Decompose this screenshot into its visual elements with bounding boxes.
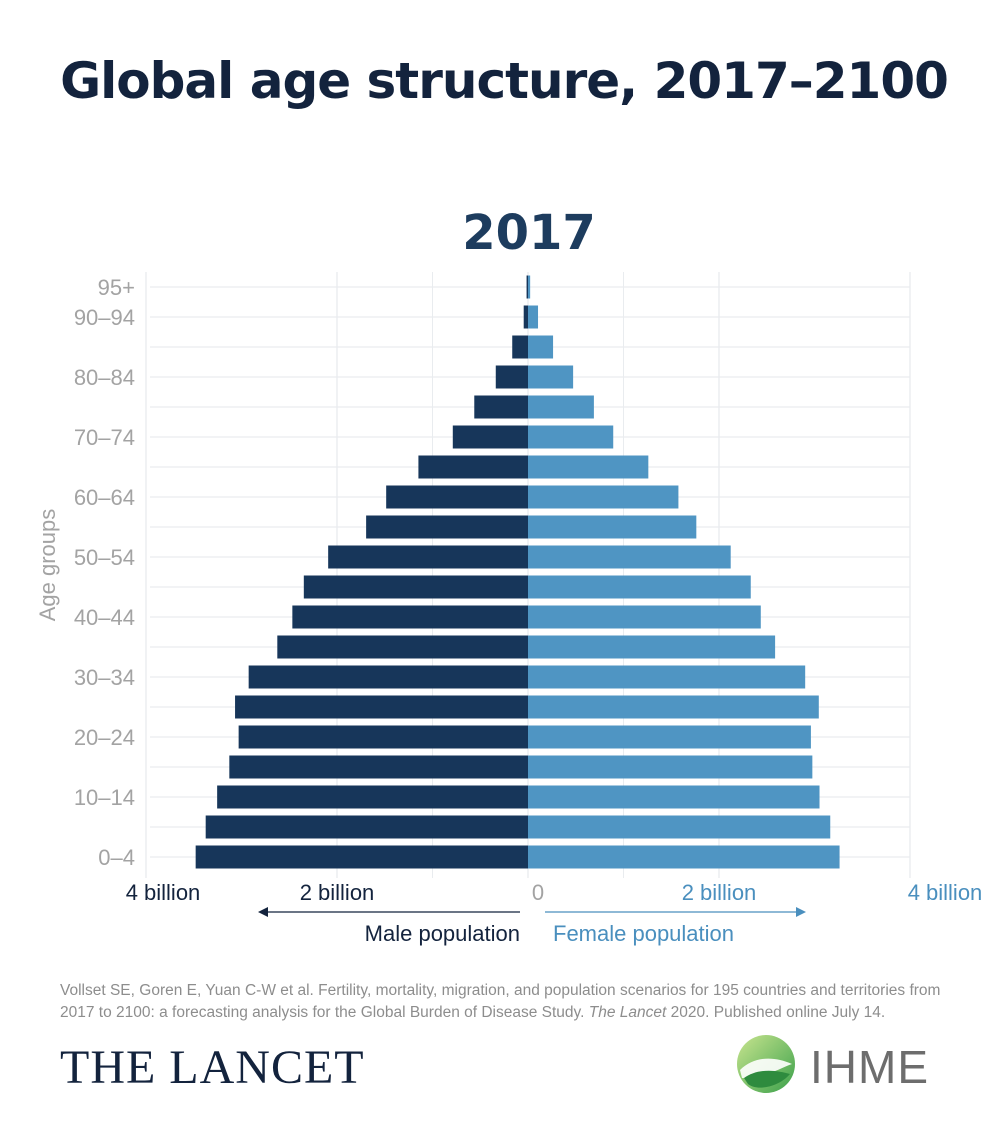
bar-male-20–24	[238, 725, 528, 749]
bar-male-65–69	[418, 455, 528, 479]
bar-male-5–9	[205, 815, 528, 839]
lancet-logo: THE LANCET	[60, 1041, 365, 1094]
bar-male-0–4	[195, 845, 528, 869]
x-tick-label: 2 billion	[300, 880, 375, 905]
female-arrow	[545, 907, 806, 917]
male-population-label: Male population	[364, 921, 520, 946]
bar-female-35–39	[528, 635, 776, 659]
ihme-logo-text: IHME	[810, 1041, 929, 1093]
y-tick-label: 95+	[98, 275, 135, 300]
bar-female-55–59	[528, 515, 697, 539]
chart-year-title: 2017	[462, 205, 596, 261]
bar-female-90–94	[528, 305, 539, 329]
citation-journal: The Lancet	[588, 1004, 667, 1021]
population-pyramid-chart: 95+ 90–94 80–84 70–74 60–64 50–54 40–44 30–34 20…	[35, 272, 983, 917]
y-tick-label: 50–54	[74, 545, 135, 570]
bar-female-25–29	[528, 695, 819, 719]
bar-female-10–14	[528, 785, 820, 809]
bar-male-85–89	[512, 335, 528, 359]
bar-male-30–34	[248, 665, 528, 689]
bar-male-45–49	[303, 575, 528, 599]
y-axis-label: Age groups	[35, 509, 60, 622]
ihme-leaf-icon	[737, 1035, 795, 1093]
x-tick-label: 2 billion	[682, 880, 757, 905]
bar-male-25–29	[235, 695, 528, 719]
bar-layer	[195, 275, 840, 869]
bar-male-35–39	[277, 635, 528, 659]
x-tick-label: 4 billion	[126, 880, 201, 905]
bar-female-75–79	[528, 395, 594, 419]
x-tick-layer: 4 billion 2 billion 0 2 billion 4 billion	[126, 880, 983, 905]
female-population-label: Female population	[553, 921, 735, 946]
y-tick-layer: 95+ 90–94 80–84 70–74 60–64 50–54 40–44 30–34 20…	[74, 275, 135, 870]
bar-female-45–49	[528, 575, 751, 599]
bar-female-95+	[528, 275, 531, 299]
x-tick-label: 0	[532, 880, 544, 905]
bar-male-50–54	[328, 545, 528, 569]
y-tick-label: 70–74	[74, 425, 135, 450]
x-tick-label: 4 billion	[908, 880, 983, 905]
bar-female-85–89	[528, 335, 554, 359]
y-tick-label: 0–4	[98, 845, 135, 870]
bar-female-20–24	[528, 725, 811, 749]
bar-male-80–84	[495, 365, 528, 389]
y-tick-label: 90–94	[74, 305, 135, 330]
bar-female-5–9	[528, 815, 831, 839]
bar-female-15–19	[528, 755, 813, 779]
y-tick-label: 30–34	[74, 665, 135, 690]
bar-male-15–19	[229, 755, 529, 779]
bar-female-65–69	[528, 455, 649, 479]
bar-female-80–84	[528, 365, 574, 389]
bar-male-40–44	[292, 605, 528, 629]
bar-male-75–79	[474, 395, 528, 419]
y-tick-label: 80–84	[74, 365, 135, 390]
bar-male-10–14	[217, 785, 528, 809]
bar-male-90–94	[523, 305, 528, 329]
bar-male-55–59	[366, 515, 528, 539]
bar-female-70–74	[528, 425, 614, 449]
bar-female-50–54	[528, 545, 731, 569]
y-tick-label: 20–24	[74, 725, 135, 750]
bar-male-95+	[526, 275, 528, 299]
bar-female-60–64	[528, 485, 679, 509]
citation-text-after: 2020. Published online July 14.	[666, 1004, 886, 1021]
male-arrow	[258, 907, 520, 917]
bar-female-30–34	[528, 665, 806, 689]
y-tick-label: 60–64	[74, 485, 135, 510]
y-tick-label: 40–44	[74, 605, 135, 630]
bar-male-70–74	[452, 425, 528, 449]
main-title: Global age structure, 2017–2100	[60, 52, 949, 110]
bar-female-40–44	[528, 605, 761, 629]
y-tick-label: 10–14	[74, 785, 135, 810]
bar-male-60–64	[386, 485, 528, 509]
bar-female-0–4	[528, 845, 840, 869]
citation-text: Vollset SE, Goren E, Yuan C-W et al. Fer…	[60, 982, 941, 1021]
citation: Vollset SE, Goren E, Yuan C-W et al. Fer…	[60, 980, 960, 1024]
